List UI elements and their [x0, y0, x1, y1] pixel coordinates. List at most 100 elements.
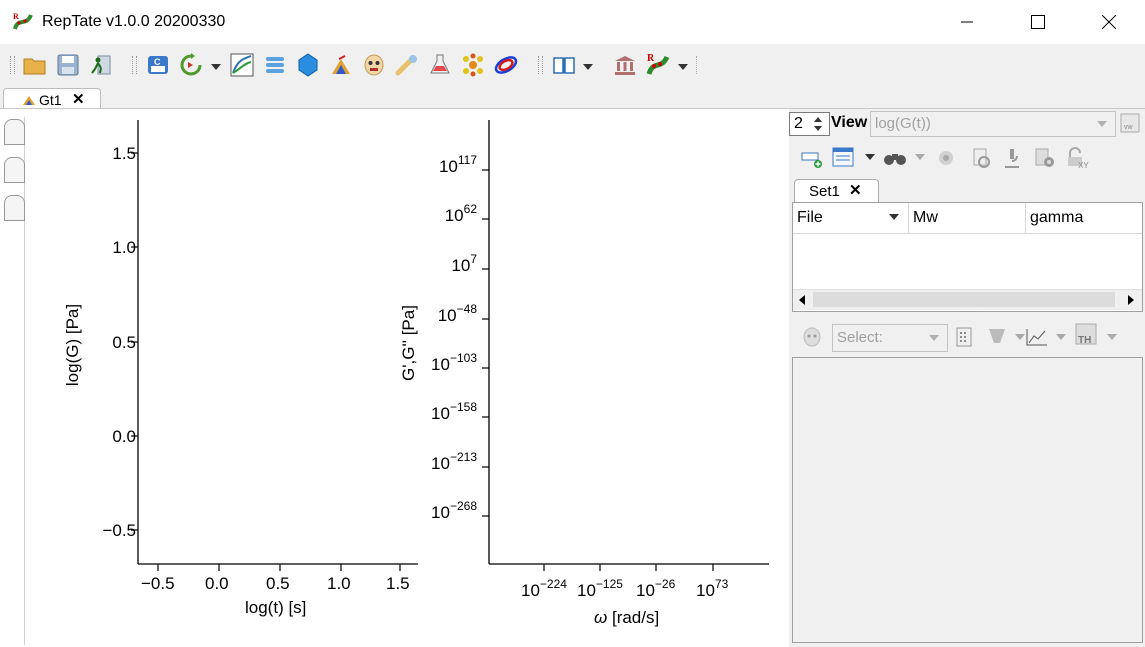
inspect-dropdown-caret[interactable]: [915, 154, 925, 160]
save-theory-icon: TH: [1075, 323, 1097, 346]
vertical-tab-2[interactable]: [4, 157, 25, 183]
nlve-button[interactable]: [262, 52, 288, 78]
settings-data-button[interactable]: [1033, 147, 1057, 169]
scroll-left-icon[interactable]: [797, 294, 807, 306]
ring-button[interactable]: [493, 52, 519, 78]
column-header-mw[interactable]: Mw: [909, 203, 1026, 234]
open-folder-icon: [23, 58, 46, 75]
reload-dropdown-caret[interactable]: [211, 64, 221, 70]
crystal-button[interactable]: [295, 52, 321, 78]
reload-data-button[interactable]: [969, 147, 993, 169]
save-theory-dropdown-caret[interactable]: [1107, 334, 1117, 340]
theory-new-button[interactable]: [800, 326, 824, 348]
manual-icon: [553, 57, 575, 74]
linear-rheology-button[interactable]: [229, 52, 255, 78]
column-header-gamma[interactable]: gamma: [1026, 203, 1142, 234]
view-count-spinbox[interactable]: 2: [789, 112, 830, 136]
main-toolbar: C R: [0, 44, 1145, 88]
view-select[interactable]: log(G(t)): [870, 111, 1116, 137]
left-xtick: 0.5: [266, 574, 290, 593]
plot-dropdown-caret[interactable]: [1056, 334, 1066, 340]
manual-dropdown-caret[interactable]: [583, 64, 593, 70]
reptate-app-icon: R: [12, 11, 34, 33]
minimize-button[interactable]: [944, 0, 990, 44]
right-ytick: 10−103: [431, 351, 477, 374]
gt-app-icon: [23, 96, 35, 105]
chevron-down-icon: [1097, 121, 1107, 127]
plot-axes: [131, 120, 769, 571]
save-view-icon: vw: [1120, 113, 1140, 133]
funnel-icon: [989, 329, 1005, 343]
right-ytick: 10−158: [431, 400, 477, 423]
plot-line-icon: [1026, 329, 1047, 346]
new-dataset-button[interactable]: [800, 148, 824, 170]
minimize-dropdown-caret[interactable]: [1015, 334, 1025, 340]
toolbar-grip-3[interactable]: [538, 56, 543, 74]
vertical-tab-3[interactable]: [4, 195, 25, 221]
save-icon: [57, 54, 79, 76]
plot-area[interactable]: 1.5 1.0 0.5 0.0 −0.5 −0.5 0.0 0.5 1.0 1.…: [25, 109, 785, 647]
flask-button[interactable]: [427, 52, 453, 78]
save-view-button[interactable]: vw: [1118, 112, 1142, 134]
open-dataset-button[interactable]: [832, 146, 856, 168]
dendrimer-button[interactable]: [460, 52, 486, 78]
open-dataset-icon: [832, 147, 854, 167]
left-ytick: 0.0: [112, 427, 136, 446]
theory-panel[interactable]: [792, 357, 1143, 643]
theory-select[interactable]: Select:: [832, 324, 948, 352]
scroll-right-icon[interactable]: [1126, 294, 1136, 306]
close-button[interactable]: [1086, 0, 1132, 44]
tab-set1[interactable]: Set1 ✕: [794, 179, 879, 202]
save-theory-button[interactable]: TH: [1075, 323, 1099, 346]
set-tab-close-icon[interactable]: ✕: [849, 182, 862, 199]
microscope-icon: [1005, 149, 1019, 168]
reptate-logo-button[interactable]: R: [645, 52, 671, 78]
minimize-theory-button[interactable]: [985, 326, 1009, 348]
spin-arrows-icon[interactable]: [812, 115, 824, 133]
exit-button[interactable]: [88, 52, 114, 78]
horizontal-scrollbar[interactable]: [793, 289, 1142, 310]
left-x-axis-label: log(t) [s]: [245, 598, 307, 617]
view-select-value: log(G(t)): [875, 115, 931, 132]
nlve-icon: [266, 57, 284, 73]
panel-splitter[interactable]: [961, 311, 977, 315]
mask-button[interactable]: [361, 52, 387, 78]
vertical-tab-1[interactable]: [4, 119, 25, 145]
new-dataset-icon: [801, 152, 822, 168]
creep-button[interactable]: [328, 52, 354, 78]
microscope-button[interactable]: [1000, 147, 1024, 169]
calculator-button[interactable]: [952, 326, 976, 348]
set-tab-label: Set1: [809, 183, 840, 200]
right-ytick: 107: [451, 252, 477, 275]
maximize-button[interactable]: [1015, 0, 1061, 44]
xy-data-button[interactable]: XY: [1066, 147, 1090, 169]
file-table[interactable]: File Mw gamma: [792, 202, 1143, 312]
toolbar-grip-2[interactable]: [132, 56, 137, 74]
right-ytick: 10117: [438, 153, 477, 176]
polymer-button[interactable]: [394, 52, 420, 78]
left-ytick: 1.5: [112, 144, 136, 163]
right-ytick: 10−268: [431, 499, 477, 522]
scrollbar-thumb[interactable]: [813, 292, 1115, 307]
toolbar-grip[interactable]: [10, 56, 15, 74]
gear-icon: [1035, 148, 1054, 167]
library-button[interactable]: [612, 52, 638, 78]
reptate-dropdown-caret[interactable]: [678, 64, 688, 70]
save-button[interactable]: [55, 52, 81, 78]
manual-button[interactable]: [551, 52, 577, 78]
shift-button[interactable]: [934, 147, 958, 169]
theory-select-value: Select:: [837, 329, 883, 346]
inspect-button[interactable]: [882, 147, 906, 169]
reload-button[interactable]: [178, 52, 204, 78]
tab-close-icon[interactable]: ✕: [72, 91, 85, 108]
column-header-file[interactable]: File: [793, 203, 909, 234]
open-folder-button[interactable]: [22, 52, 48, 78]
open-dataset-dropdown-caret[interactable]: [865, 154, 875, 160]
tab-gt1[interactable]: Gt1 ✕: [3, 88, 101, 110]
reload-icon: [180, 53, 202, 76]
new-app-button[interactable]: C: [145, 52, 171, 78]
sort-indicator-icon: [889, 214, 899, 220]
left-y-axis-label: log(G) [Pa]: [63, 303, 82, 387]
fit-plot-button[interactable]: [1025, 326, 1049, 348]
theory-new-icon: [803, 327, 821, 347]
